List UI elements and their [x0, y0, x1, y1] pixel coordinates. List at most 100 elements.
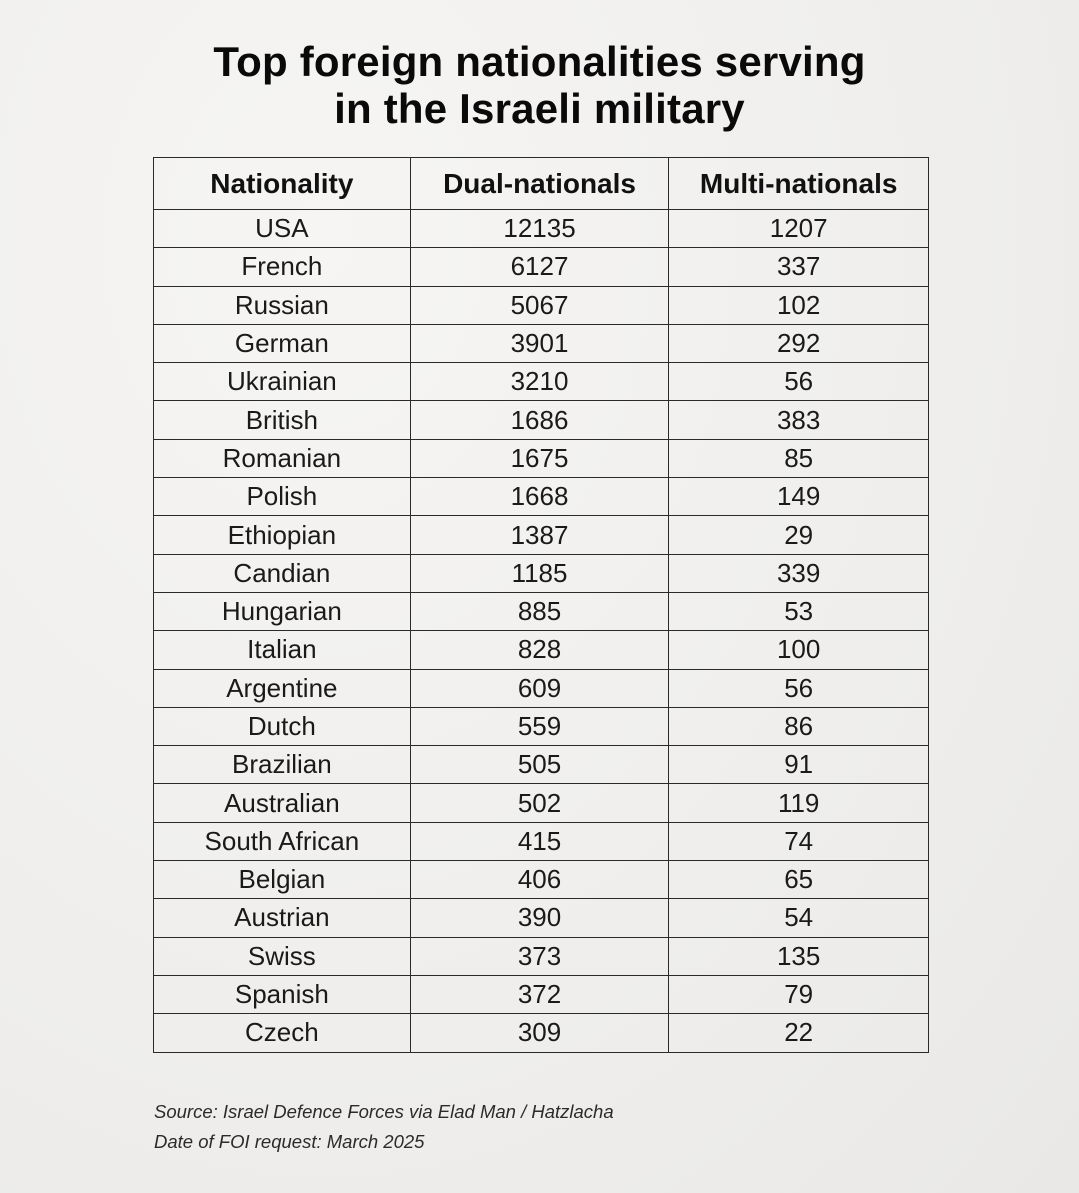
cell-dual-nationals: 372 [409, 974, 670, 1015]
cell-nationality: Russian [153, 285, 411, 325]
cell-multi-nationals: 383 [668, 400, 929, 440]
cell-nationality: German [153, 323, 411, 364]
cell-nationality: Ethiopian [153, 515, 411, 555]
table-row: Swiss 373 135 [153, 936, 929, 976]
cell-dual-nationals: 309 [409, 1013, 670, 1053]
cell-multi-nationals: 79 [668, 974, 929, 1015]
title-line-1: Top foreign nationalities serving [213, 38, 866, 85]
cell-nationality: Belgian [153, 860, 411, 900]
cell-nationality: Swiss [153, 936, 411, 976]
cell-multi-nationals: 135 [668, 936, 929, 976]
table-row: USA 12135 1207 [153, 208, 929, 249]
cell-dual-nationals: 1668 [409, 477, 670, 517]
cell-nationality: Australian [153, 783, 411, 823]
nationalities-table: Nationality Dual-nationals Multi-nationa… [153, 157, 929, 1053]
cell-dual-nationals: 502 [409, 783, 670, 823]
cell-multi-nationals: 56 [668, 362, 929, 402]
page-title: Top foreign nationalities serving in the… [0, 38, 1079, 132]
cell-dual-nationals: 1675 [409, 438, 670, 479]
table-row: Polish 1668 149 [153, 477, 929, 517]
cell-nationality: USA [153, 208, 411, 249]
title-line-2: in the Israeli military [334, 85, 745, 132]
table-row: Romanian 1675 85 [153, 438, 929, 479]
cell-nationality: Dutch [153, 706, 411, 747]
cell-multi-nationals: 56 [668, 668, 929, 708]
table-header-row: Nationality Dual-nationals Multi-nationa… [153, 157, 929, 210]
cell-multi-nationals: 54 [668, 898, 929, 938]
cell-multi-nationals: 100 [668, 630, 929, 670]
cell-dual-nationals: 12135 [409, 208, 670, 249]
source-note: Source: Israel Defence Forces via Elad M… [154, 1097, 614, 1157]
cell-nationality: Czech [153, 1013, 411, 1053]
cell-multi-nationals: 149 [668, 477, 929, 517]
cell-multi-nationals: 29 [668, 515, 929, 555]
cell-nationality: Polish [153, 477, 411, 517]
cell-dual-nationals: 1686 [409, 400, 670, 440]
header-multi-nationals: Multi-nationals [668, 157, 929, 210]
cell-nationality: French [153, 247, 411, 287]
table-body: USA 12135 1207 French 6127 337 Russian 5067 102 G… [153, 208, 929, 1053]
table-row: Brazilian 505 91 [153, 745, 929, 785]
cell-nationality: Austrian [153, 898, 411, 938]
cell-nationality: Hungarian [153, 591, 411, 632]
cell-dual-nationals: 1387 [409, 515, 670, 555]
cell-dual-nationals: 373 [409, 936, 670, 976]
table-row: Russian 5067 102 [153, 285, 929, 325]
cell-dual-nationals: 3901 [409, 323, 670, 364]
cell-multi-nationals: 85 [668, 438, 929, 479]
cell-multi-nationals: 74 [668, 821, 929, 862]
table-row: Ukrainian 3210 56 [153, 362, 929, 402]
cell-multi-nationals: 91 [668, 745, 929, 785]
cell-nationality: Italian [153, 630, 411, 670]
cell-dual-nationals: 406 [409, 860, 670, 900]
table-row: Australian 502 119 [153, 783, 929, 823]
cell-multi-nationals: 102 [668, 285, 929, 325]
cell-dual-nationals: 390 [409, 898, 670, 938]
header-dual-nationals: Dual-nationals [409, 157, 670, 210]
cell-dual-nationals: 5067 [409, 285, 670, 325]
cell-dual-nationals: 609 [409, 668, 670, 708]
cell-nationality: British [153, 400, 411, 440]
cell-nationality: South African [153, 821, 411, 862]
table-row: German 3901 292 [153, 323, 929, 364]
cell-dual-nationals: 505 [409, 745, 670, 785]
cell-nationality: Romanian [153, 438, 411, 479]
cell-nationality: Spanish [153, 974, 411, 1015]
table-row: French 6127 337 [153, 247, 929, 287]
source-text: Source: Israel Defence Forces via Elad M… [154, 1101, 614, 1122]
table-row: Hungarian 885 53 [153, 591, 929, 632]
cell-dual-nationals: 885 [409, 591, 670, 632]
table-row: Austrian 390 54 [153, 898, 929, 938]
table-row: Ethiopian 1387 29 [153, 515, 929, 555]
cell-multi-nationals: 292 [668, 323, 929, 364]
table-row: Belgian 406 65 [153, 860, 929, 900]
cell-dual-nationals: 3210 [409, 362, 670, 402]
cell-dual-nationals: 828 [409, 630, 670, 670]
cell-dual-nationals: 6127 [409, 247, 670, 287]
cell-multi-nationals: 22 [668, 1013, 929, 1053]
cell-nationality: Ukrainian [153, 362, 411, 402]
cell-multi-nationals: 65 [668, 860, 929, 900]
cell-dual-nationals: 1185 [409, 553, 670, 593]
table-row: South African 415 74 [153, 821, 929, 862]
table-row: Dutch 559 86 [153, 706, 929, 747]
cell-multi-nationals: 339 [668, 553, 929, 593]
cell-dual-nationals: 415 [409, 821, 670, 862]
table-row: Argentine 609 56 [153, 668, 929, 708]
cell-nationality: Candian [153, 553, 411, 593]
cell-multi-nationals: 1207 [668, 208, 929, 249]
table-row: Czech 309 22 [153, 1013, 929, 1053]
cell-multi-nationals: 119 [668, 783, 929, 823]
cell-dual-nationals: 559 [409, 706, 670, 747]
cell-nationality: Brazilian [153, 745, 411, 785]
table-row: Spanish 372 79 [153, 974, 929, 1015]
table-row: Candian 1185 339 [153, 553, 929, 593]
table-row: Italian 828 100 [153, 630, 929, 670]
cell-multi-nationals: 86 [668, 706, 929, 747]
cell-nationality: Argentine [153, 668, 411, 708]
cell-multi-nationals: 53 [668, 591, 929, 632]
table-row: British 1686 383 [153, 400, 929, 440]
header-nationality: Nationality [153, 157, 411, 210]
foi-date-text: Date of FOI request: March 2025 [154, 1131, 425, 1152]
cell-multi-nationals: 337 [668, 247, 929, 287]
